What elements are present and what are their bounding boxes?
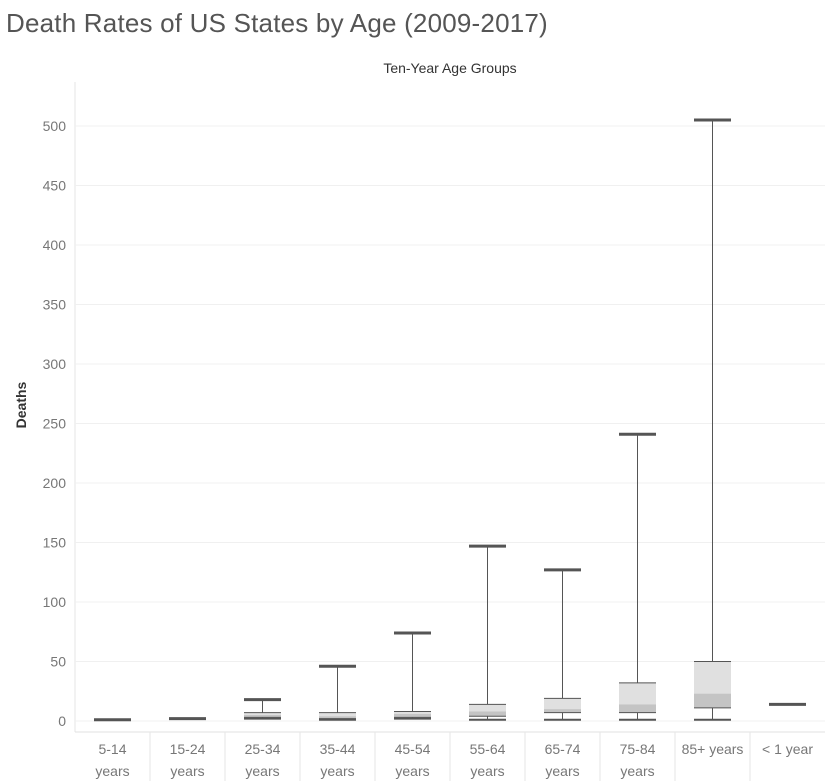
x-tick-label: 85+ years	[682, 741, 744, 757]
y-tick-label: 250	[43, 416, 67, 432]
box-6	[544, 568, 581, 721]
box-upper	[244, 712, 281, 716]
box-5	[469, 544, 506, 721]
y-axis-ticks: 0 50 100 150 200 250 300 350 400 450 500	[43, 118, 67, 729]
x-tick-label-line: 35-44	[320, 741, 356, 757]
y-tick-label: 500	[43, 118, 67, 134]
x-tick-label: 65-74 years	[545, 741, 581, 779]
y-tick-label: 200	[43, 475, 67, 491]
x-tick-label-line: years	[470, 763, 504, 779]
box-8	[694, 118, 731, 721]
box-lower	[394, 713, 431, 718]
box-upper	[544, 698, 581, 710]
x-tick-label: 15-24 years	[170, 741, 206, 779]
x-tick-label: 5-14 years	[95, 741, 129, 779]
box-2	[244, 698, 281, 720]
x-tick-label-line: 65-74	[545, 741, 581, 757]
x-tick-label-line: years	[95, 763, 129, 779]
x-tick-label-line: 15-24	[170, 741, 206, 757]
box-lower	[244, 715, 281, 718]
y-tick-label: 450	[43, 178, 67, 194]
gridlines	[74, 82, 825, 733]
x-tick-label-line: < 1 year	[762, 741, 813, 757]
x-tick-label-line: 25-34	[245, 741, 281, 757]
x-tick-label-line: 55-64	[470, 741, 506, 757]
y-tick-label: 150	[43, 535, 67, 551]
y-tick-label: 400	[43, 237, 67, 253]
box-upper	[319, 712, 356, 717]
box-3	[319, 664, 356, 721]
box-upper	[619, 682, 656, 705]
y-tick-label: 300	[43, 356, 67, 372]
x-tick-label-line: 5-14	[98, 741, 126, 757]
x-tick-label: 35-44 years	[320, 741, 356, 779]
box-lower	[694, 693, 731, 708]
box-lower	[619, 704, 656, 713]
x-tick-label: 25-34 years	[245, 741, 281, 779]
x-tick-label-line: 45-54	[395, 741, 431, 757]
x-tick-label: 75-84 years	[620, 741, 656, 779]
box-lower	[544, 709, 581, 713]
y-tick-label: 100	[43, 594, 67, 610]
chart-title: Death Rates of US States by Age (2009-20…	[6, 8, 548, 38]
x-tick-label-line: years	[545, 763, 579, 779]
x-tick-label-line: years	[245, 763, 279, 779]
x-tick-label-line: 75-84	[620, 741, 656, 757]
x-tick-label-line: years	[320, 763, 354, 779]
y-tick-label: 0	[58, 713, 66, 729]
x-tick-label: 55-64 years	[470, 741, 506, 779]
boxes	[94, 118, 806, 722]
box-4	[394, 631, 431, 720]
box-upper	[694, 661, 731, 694]
x-tick-label-line: years	[395, 763, 429, 779]
box-lower	[469, 711, 506, 717]
box-lower	[319, 716, 356, 719]
y-tick-label: 50	[50, 654, 66, 670]
x-tick-label-line: 85+ years	[682, 741, 744, 757]
y-tick-label: 350	[43, 297, 67, 313]
box-7	[619, 432, 656, 721]
box-upper	[469, 704, 506, 712]
column-header: Ten-Year Age Groups	[383, 60, 517, 76]
x-tick-label: 45-54 years	[395, 741, 431, 779]
x-tick-label: < 1 year	[762, 741, 813, 757]
x-tick-label-line: years	[620, 763, 654, 779]
x-tick-label-line: years	[170, 763, 204, 779]
box-upper	[394, 711, 431, 714]
